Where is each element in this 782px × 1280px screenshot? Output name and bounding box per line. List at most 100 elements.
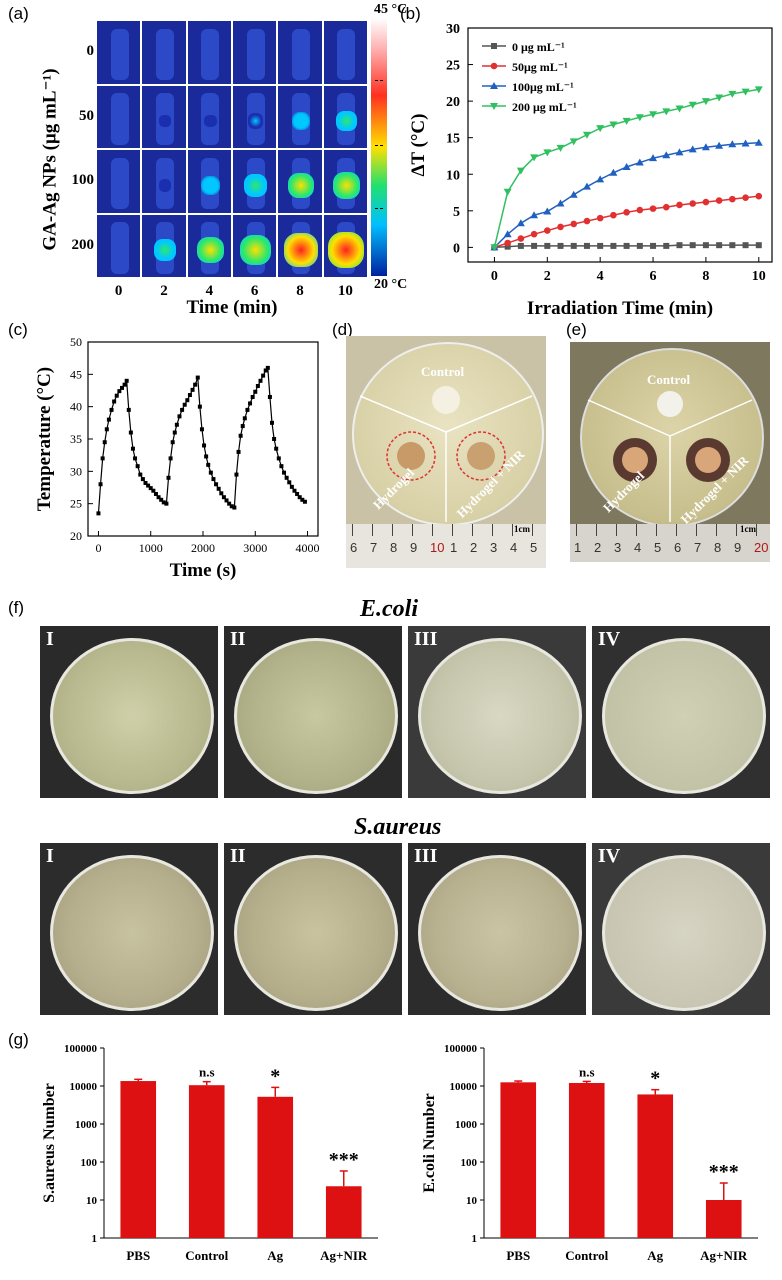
thermal-cell — [278, 21, 322, 84]
bar — [188, 1085, 225, 1238]
data-point — [582, 182, 591, 190]
bar — [120, 1081, 157, 1238]
data-point — [130, 446, 135, 451]
panel-label-a: (a) — [8, 4, 29, 23]
ruler-tick — [372, 524, 373, 536]
data-point — [636, 242, 643, 249]
x-tick-label: 1000 — [139, 541, 163, 555]
bar — [325, 1186, 362, 1238]
thermal-row-label: 200 — [71, 236, 95, 253]
data-point — [211, 477, 216, 482]
y-axis-label: S.aureus Number — [41, 1083, 58, 1203]
x-tick-label: 10 — [752, 269, 766, 284]
data-point — [662, 108, 671, 116]
x-tick-label: 0 — [95, 541, 101, 555]
thermal-cell — [97, 150, 141, 213]
ruler-number: 5 — [530, 540, 538, 555]
y-tick-label: 40 — [70, 400, 82, 414]
vial-silhouette — [110, 28, 129, 81]
data-point — [662, 203, 670, 211]
thermal-cell — [187, 150, 231, 213]
saureus-plate-1: I — [40, 843, 218, 1015]
y-tick-label: 15 — [446, 132, 460, 147]
data-point — [516, 167, 525, 175]
y-tick-label: 30 — [446, 22, 460, 37]
ecoli-title: E.coli — [360, 596, 418, 622]
data-point — [272, 437, 277, 441]
data-point — [112, 399, 117, 404]
data-point — [623, 242, 630, 249]
data-point — [274, 446, 279, 451]
data-point — [622, 162, 631, 170]
legend-label: 50μg mL⁻¹ — [512, 60, 568, 74]
data-point — [609, 121, 618, 129]
data-point — [193, 382, 198, 387]
dish-d-scale: 1cm — [514, 524, 530, 534]
data-point — [287, 480, 292, 485]
y-tick-label: 25 — [70, 497, 82, 511]
chart-g-right: 1 10 100 1000 10000 100000 E.coli Number PBS n.s… — [421, 1043, 758, 1263]
heat-spot — [292, 112, 310, 130]
data-point — [240, 424, 245, 429]
thermal-col-labels: 0 2 4 6 8 10 — [96, 283, 368, 301]
data-point — [570, 242, 577, 249]
significance-label: *** — [329, 1149, 359, 1171]
thermal-col-label: 2 — [160, 283, 168, 299]
data-point — [531, 242, 538, 249]
data-point — [292, 488, 297, 493]
data-point — [206, 462, 211, 467]
y-axis-label: ΔT (°C) — [408, 114, 429, 177]
vial-silhouette — [201, 28, 220, 81]
x-tick-label: Ag — [267, 1248, 283, 1263]
data-point — [530, 211, 539, 219]
heat-spot — [154, 239, 176, 261]
y-tick-label: 10 — [446, 168, 460, 183]
data-point — [248, 401, 253, 406]
data-point — [754, 138, 763, 146]
data-point — [596, 175, 605, 183]
data-point — [140, 477, 145, 482]
vial-silhouette — [110, 222, 129, 274]
y-tick-label: 20 — [446, 95, 460, 110]
data-point — [261, 373, 266, 378]
thermal-cell — [233, 85, 277, 148]
petri-dish — [50, 638, 214, 794]
data-point — [135, 464, 140, 469]
data-point — [649, 154, 658, 162]
x-tick-label: Control — [565, 1248, 608, 1263]
data-point — [556, 199, 565, 207]
data-point — [265, 365, 270, 370]
y-tick-label: 1000 — [75, 1119, 98, 1131]
heat-spot — [336, 110, 357, 132]
y-tick-label: 100000 — [64, 1043, 98, 1055]
data-point — [676, 201, 683, 209]
data-point — [122, 382, 127, 387]
data-point — [202, 443, 207, 448]
petri-dish — [234, 638, 398, 794]
data-point — [596, 214, 604, 222]
data-point — [544, 242, 551, 249]
thermal-cell — [323, 214, 367, 277]
dish-photo-d: Control Hydrogel Hydrogel + NIR 6 7 8 9 10 1 2… — [346, 336, 546, 568]
data-point — [543, 149, 552, 157]
data-point — [102, 440, 107, 445]
data-point — [236, 449, 241, 454]
data-point — [138, 472, 143, 477]
data-point — [216, 486, 221, 491]
petri-dish — [418, 855, 582, 1011]
thermal-col-label: 10 — [337, 283, 353, 299]
ruler-tick — [412, 524, 413, 536]
thermal-cell — [97, 21, 141, 84]
ruler-tick — [636, 524, 637, 536]
data-point — [583, 242, 590, 249]
thermal-xlabel: Time (min) — [186, 297, 278, 318]
data-point — [170, 440, 175, 445]
data-point — [232, 505, 237, 510]
ruler-number: 8 — [714, 540, 722, 555]
data-point — [255, 383, 260, 388]
significance-label: n.s — [199, 1065, 215, 1080]
thermal-cell — [278, 85, 322, 148]
data-point — [214, 482, 219, 487]
panel-label-g: (g) — [8, 1030, 29, 1049]
ruler-number: 2 — [594, 540, 602, 555]
